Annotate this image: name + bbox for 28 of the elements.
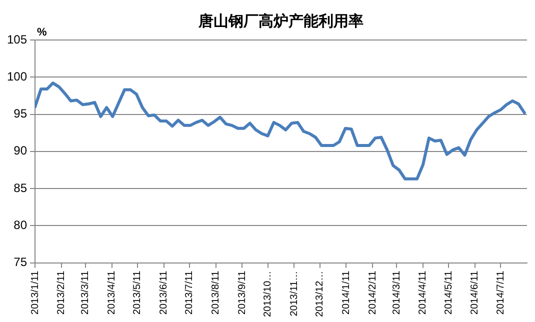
y-tick-label: 105 <box>6 32 28 46</box>
x-tick-label: 2013/1/11 <box>30 270 41 315</box>
y-tick-label: 95 <box>14 106 28 121</box>
x-tick-label: 2013/8/11 <box>210 270 222 315</box>
x-tick-label: 2013/3/11 <box>80 270 92 315</box>
x-tick-label: 2013/9/11 <box>236 270 248 315</box>
y-tick-label: 90 <box>14 144 28 158</box>
x-tick-label: 2013/10… <box>262 270 274 318</box>
x-tick-label: 2013/5/11 <box>132 270 144 315</box>
x-tick-label: 2013/2/11 <box>56 270 68 315</box>
x-tick-label: 2014/5/11 <box>443 270 454 315</box>
y-axis-title: % <box>37 26 48 39</box>
x-tick-label: 2014/2/11 <box>367 270 378 315</box>
x-tick-label: 2014/3/11 <box>391 270 402 315</box>
y-tick-label: 75 <box>14 255 28 270</box>
chart-title: 唐山钢厂高炉产能利用率 <box>198 12 364 30</box>
y-tick-label: 80 <box>14 218 28 232</box>
x-tick-label: 2013/11… <box>288 270 300 316</box>
x-tick-label: 2014/4/11 <box>418 270 429 315</box>
y-tick-label: 100 <box>6 69 28 84</box>
x-tick-label: 2013/4/11 <box>106 270 118 315</box>
x-tick-label: 2014/1/11 <box>340 270 352 315</box>
x-tick-label: 2014/6/11 <box>470 270 481 315</box>
x-tick-label: 2013/6/11 <box>158 270 170 315</box>
x-tick-label: 2013/12… <box>314 270 326 318</box>
x-tick-label: 2014/7/11 <box>495 270 506 315</box>
x-tick-label: 2013/7/11 <box>184 270 196 315</box>
y-tick-label: 85 <box>14 180 28 195</box>
